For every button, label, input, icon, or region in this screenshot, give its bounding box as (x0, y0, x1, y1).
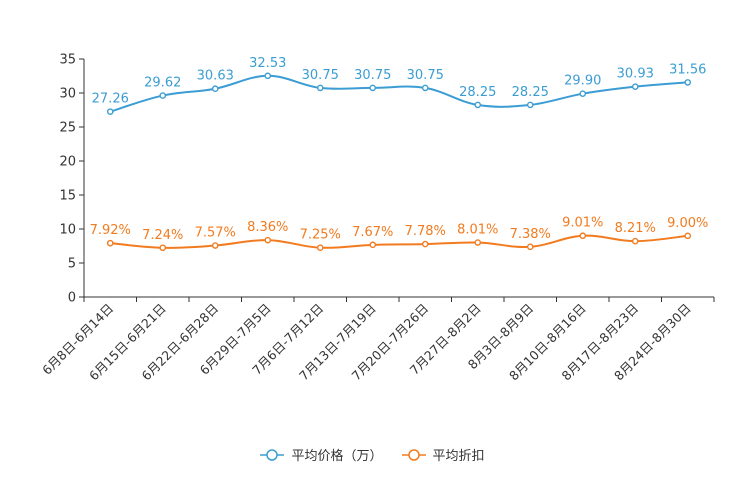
data-point[interactable] (474, 239, 482, 246)
data-label: 30.75 (407, 68, 444, 83)
series-price: 27.26 29.62 30.63 32.53 30.75 30.75 30.75 28.25… (92, 56, 706, 115)
data-point[interactable] (106, 239, 114, 247)
data-point[interactable] (264, 72, 272, 80)
legend: 平均价格（万） 平均折扣 (0, 445, 744, 464)
legend-discount-label: 平均折扣 (432, 449, 485, 464)
data-point[interactable] (106, 108, 114, 115)
data-label: 7.38% (510, 227, 551, 242)
data-point[interactable] (421, 84, 429, 92)
data-point[interactable] (369, 241, 377, 249)
data-point[interactable] (579, 232, 587, 240)
series-line (110, 234, 688, 249)
y-tick-label: 35 (59, 53, 76, 68)
data-point[interactable] (684, 79, 692, 86)
data-point[interactable] (264, 236, 272, 244)
data-point[interactable] (316, 84, 324, 92)
data-point[interactable] (316, 244, 324, 251)
data-label: 7.24% (142, 228, 183, 243)
series-discount: 7.92% 7.24% 7.57% 8.36% 7.25% 7.67% 7.78% 8.01%… (90, 216, 708, 252)
data-label: 28.25 (512, 85, 549, 100)
data-point[interactable] (631, 237, 639, 245)
legend-price-line-icon (260, 448, 285, 461)
legend-item-price[interactable]: 平均价格（万） (259, 445, 383, 464)
y-tick-label: 25 (59, 121, 76, 136)
y-tick-label: 5 (68, 257, 76, 272)
data-point[interactable] (211, 242, 219, 249)
x-axis: 6月8日-6月14日6月15日-6月21日6月22日-6月28日6月29日-7月… (39, 296, 715, 383)
y-tick-label: 30 (59, 87, 76, 102)
data-label: 7.92% (90, 223, 131, 238)
data-label: 32.53 (249, 56, 286, 71)
data-point[interactable] (159, 244, 167, 252)
data-label: 27.26 (92, 92, 129, 107)
data-point[interactable] (526, 243, 534, 251)
data-label: 30.93 (617, 67, 654, 82)
data-point[interactable] (474, 101, 482, 109)
y-axis: 0 5 10 15 20 25 30 35 (59, 53, 85, 306)
data-label: 31.56 (669, 62, 706, 77)
data-point[interactable] (526, 101, 534, 109)
series-line (109, 74, 688, 113)
legend-discount-line-icon (401, 448, 426, 461)
data-label: 29.62 (144, 76, 181, 91)
y-tick-label: 20 (59, 155, 76, 170)
y-tick-label: 0 (68, 291, 76, 306)
data-label: 28.25 (459, 85, 496, 100)
data-label: 30.75 (302, 68, 339, 83)
data-point[interactable] (421, 240, 429, 248)
y-tick-label: 15 (59, 189, 76, 204)
y-tick-label: 10 (59, 223, 76, 238)
data-point[interactable] (631, 83, 639, 90)
data-point[interactable] (369, 84, 377, 92)
data-label: 8.36% (247, 220, 288, 235)
data-point[interactable] (579, 90, 587, 97)
data-label: 8.01% (457, 223, 498, 238)
data-label: 7.67% (352, 225, 393, 240)
series-layer: 27.26 29.62 30.63 32.53 30.75 30.75 30.75 28.25… (90, 56, 708, 252)
data-point[interactable] (159, 92, 167, 99)
data-label: 8.21% (615, 221, 656, 236)
data-label: 9.00% (667, 216, 708, 231)
data-label: 30.63 (197, 69, 234, 84)
data-label: 30.75 (354, 68, 391, 83)
legend-item-discount[interactable]: 平均折扣 (401, 445, 485, 464)
data-label: 29.90 (564, 74, 601, 89)
data-label: 7.25% (300, 228, 341, 243)
data-label: 7.57% (195, 226, 236, 241)
data-point[interactable] (684, 232, 692, 240)
data-label: 7.78% (405, 224, 446, 239)
data-label: 9.01% (562, 216, 603, 231)
data-point[interactable] (211, 85, 219, 93)
legend-price-label: 平均价格（万） (291, 449, 383, 464)
